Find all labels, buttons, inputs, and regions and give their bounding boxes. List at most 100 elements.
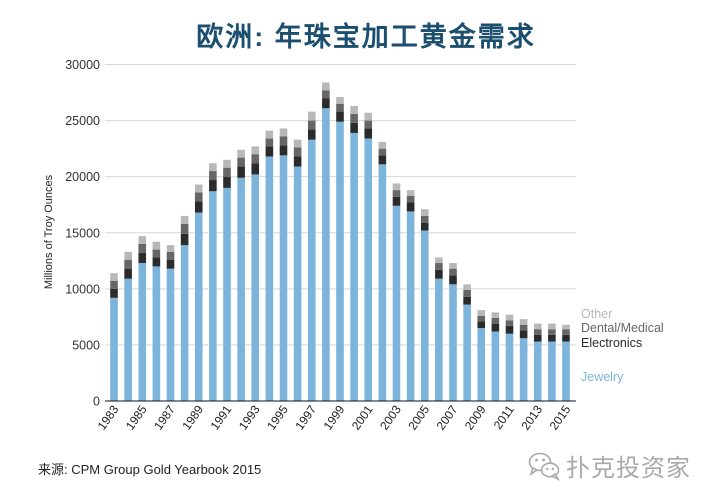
bar-electronics-2015 [562, 334, 570, 342]
bar-jewelry-2002 [378, 164, 387, 401]
legend: Other Dental/Medical Electronics Jewelry [581, 307, 664, 384]
bar-dental-medical-2009 [477, 315, 486, 322]
bar-stack-1997 [307, 111, 316, 401]
bar-electronics-2008 [463, 296, 471, 305]
legend-item-dental-medical: Dental/Medical [581, 321, 664, 335]
bar-jewelry-1999 [336, 121, 344, 402]
bar-electronics-1997 [307, 129, 316, 140]
bar-stack-1991 [223, 159, 231, 401]
bar-electronics-1987 [166, 259, 175, 269]
bar-electronics-2004 [406, 202, 415, 212]
wechat-icon [528, 452, 561, 481]
bar-stack-1986 [152, 241, 161, 401]
bar-jewelry-1991 [223, 187, 231, 401]
bar-jewelry-2000 [350, 132, 358, 402]
bar-stack-2010 [491, 312, 500, 401]
bar-stack-2003 [392, 183, 401, 401]
bar-dental-medical-2011 [505, 320, 514, 326]
bar-other-2008 [463, 284, 471, 290]
bar-other-1994 [265, 130, 274, 139]
bar-electronics-1988 [180, 233, 189, 246]
x-tick-label-1997: 1997 [292, 402, 319, 432]
bar-stack-1987 [166, 245, 175, 401]
x-tick-label-2001: 2001 [349, 402, 376, 432]
bar-jewelry-2008 [463, 304, 471, 401]
bar-jewelry-2009 [477, 328, 486, 401]
bar-other-2007 [449, 263, 457, 269]
bar-jewelry-2007 [449, 284, 457, 401]
bar-dental-medical-1996 [293, 147, 302, 157]
bar-stack-2005 [420, 209, 429, 401]
bar-dental-medical-2014 [548, 329, 556, 335]
bar-stack-2011 [505, 314, 514, 401]
bar-other-2000 [350, 106, 358, 114]
bar-other-2009 [477, 310, 486, 316]
x-tick-labels: 1983 1985 1987 1989 1991 1993 1995 1997 1999 2001… [95, 402, 574, 432]
bar-jewelry-2004 [406, 211, 415, 401]
bar-stack-2008 [463, 284, 471, 401]
bar-electronics-1995 [279, 145, 288, 156]
bar-other-1998 [322, 82, 330, 91]
x-tick-label-1999: 1999 [321, 402, 348, 432]
x-tick-label-2013: 2013 [518, 402, 545, 432]
bar-jewelry-2001 [364, 138, 373, 401]
source-note: 来源: CPM Group Gold Yearbook 2015 [38, 462, 261, 477]
bar-electronics-1991 [223, 176, 231, 188]
bar-jewelry-1983 [110, 297, 118, 401]
bar-other-2012 [519, 319, 528, 325]
bar-jewelry-2012 [519, 338, 528, 401]
bar-other-1995 [279, 128, 288, 137]
bar-jewelry-1986 [152, 266, 161, 401]
bar-stack-2000 [350, 106, 358, 402]
y-tick-label-20000: 20000 [65, 170, 100, 184]
y-axis-label: Millions of Troy Ounces [43, 174, 55, 289]
bar-jewelry-2005 [420, 230, 429, 401]
bar-dental-medical-1999 [336, 103, 344, 112]
bar-other-2006 [435, 257, 443, 264]
bar-stack-2013 [533, 323, 542, 401]
bar-stack-2014 [548, 323, 556, 401]
bar-electronics-1999 [336, 111, 344, 122]
bar-stack-1989 [194, 184, 203, 401]
bar-dental-medical-2000 [350, 113, 358, 123]
bar-stack-1993 [251, 146, 260, 401]
bar-jewelry-1992 [237, 177, 245, 401]
x-tick-label-2015: 2015 [547, 402, 574, 432]
bar-dental-medical-1989 [194, 192, 203, 202]
bar-stack-2015 [562, 324, 570, 401]
bar-dental-medical-1987 [166, 251, 175, 260]
bar-electronics-2011 [505, 325, 514, 334]
bar-stack-2012 [519, 319, 528, 401]
bars [110, 82, 570, 402]
bar-jewelry-1984 [124, 278, 132, 401]
bar-dental-medical-1992 [237, 157, 245, 167]
bar-other-1992 [237, 149, 245, 158]
bar-jewelry-2011 [505, 333, 514, 401]
bar-dental-medical-2003 [392, 190, 401, 197]
watermark-text: 扑克投资家 [566, 455, 691, 482]
bar-other-1989 [194, 184, 203, 193]
x-tick-label-2005: 2005 [405, 402, 432, 432]
bar-dental-medical-1986 [152, 249, 161, 258]
bar-stack-1995 [279, 128, 288, 401]
bar-other-1991 [223, 159, 231, 168]
bar-jewelry-2015 [562, 341, 570, 401]
bar-dental-medical-1991 [223, 167, 231, 177]
bar-other-1987 [166, 245, 175, 252]
bar-dental-medical-1993 [251, 154, 260, 164]
bar-electronics-2013 [533, 334, 542, 342]
bar-dental-medical-1984 [124, 259, 132, 269]
bar-jewelry-1990 [209, 191, 217, 401]
bar-electronics-2005 [420, 222, 429, 231]
bar-stack-2004 [406, 190, 415, 401]
bar-dental-medical-1995 [279, 136, 288, 146]
bar-jewelry-2013 [533, 341, 542, 401]
bar-other-2013 [533, 323, 542, 330]
bar-dental-medical-1997 [307, 120, 316, 130]
bar-electronics-1994 [265, 146, 274, 157]
bar-stack-2002 [378, 141, 387, 401]
y-tick-label-15000: 15000 [65, 226, 100, 240]
bar-other-2001 [364, 112, 373, 121]
bar-other-2015 [562, 324, 570, 330]
bar-electronics-2006 [435, 269, 443, 279]
